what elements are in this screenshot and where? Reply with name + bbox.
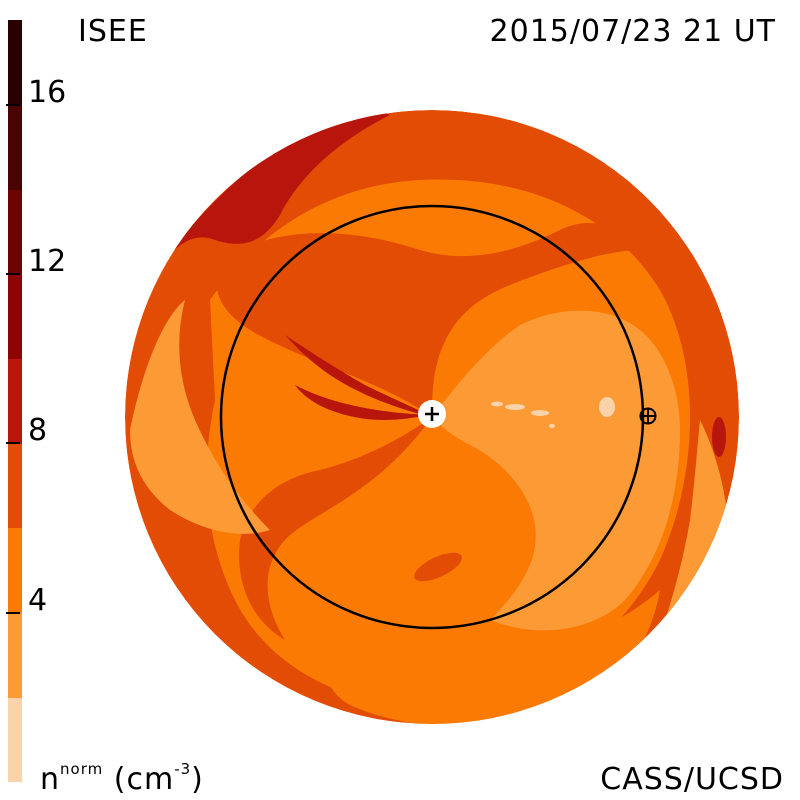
unit-exponent: -3 [174,760,192,778]
earth-marker [639,407,657,425]
colorbar-tick-label: 16 [28,74,67,110]
plot-timestamp: 2015/07/23 21 UT [489,14,776,49]
colorbar-band [8,443,22,529]
density-blob-dark-1 [414,552,462,582]
credit-label: CASS/UCSD [600,762,784,797]
density-region-dark-arm-lower [239,417,432,640]
density-region-light-right [432,310,680,631]
density-region-red-edge [150,110,390,280]
colorbar-tick-label: 12 [28,244,67,279]
colorbar-tick-label: 8 [28,413,48,449]
colorbar-tick-label: 4 [28,582,48,618]
colorbar-tick-mark [6,103,20,106]
density-region-light-lower-left [130,300,270,534]
colorbar-band [8,104,22,190]
density-blob-pale-5 [549,424,555,428]
colorbar-band [8,697,22,783]
density-blob-pale-4 [599,397,615,417]
colorbar-band [8,358,22,444]
colorbar-band [8,189,22,275]
density-blob-pale-3 [491,401,503,407]
unit-base: n [40,762,61,797]
density-blob-pale-2 [531,410,549,416]
density-region-red-streak-2 [295,385,430,420]
unit-close: ) [191,762,204,797]
colorbar-tick-mark [6,442,20,445]
density-blob-red-1 [712,417,726,457]
colorbar-band [8,20,22,106]
colorbar-tick-mark [6,273,20,275]
unit-open: (cm [113,762,175,797]
colorbar-band [8,528,22,614]
colorbar-band [8,612,22,698]
colorbar-band [8,274,22,360]
colorbar-unit-label: nnorm (cm-3) [40,760,204,797]
unit-superscript: norm [60,760,104,778]
plot-title-left: ISEE [78,14,148,49]
sun-marker [418,400,446,428]
density-region-dark-arm-upper [216,222,641,417]
density-blob-pale-1 [505,404,525,410]
colorbar-tick-mark [6,611,20,614]
density-region-light-edge [640,420,729,690]
